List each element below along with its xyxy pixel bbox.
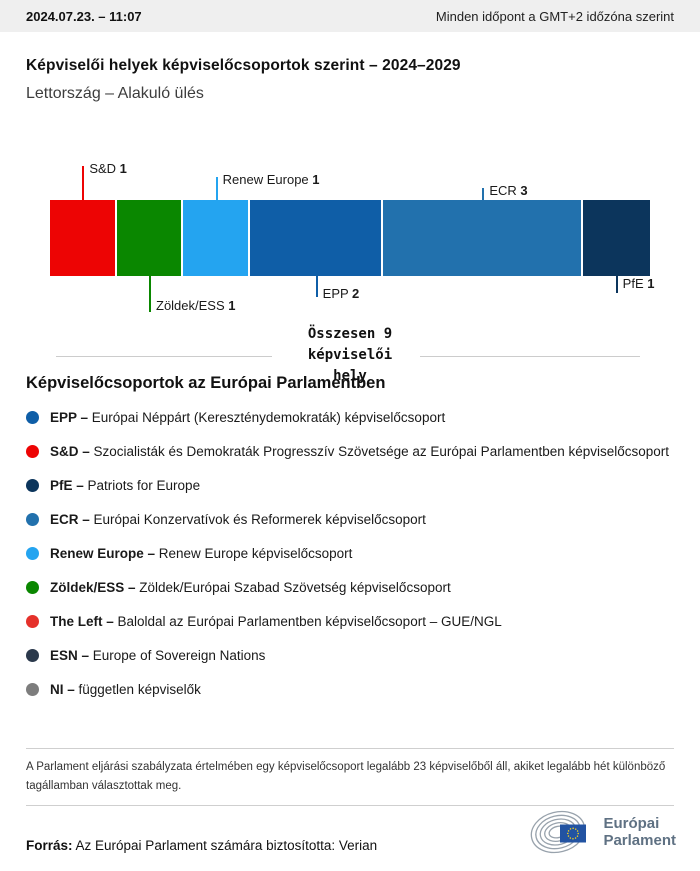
- callout-label-renew: Renew Europe 1: [222, 172, 320, 187]
- ep-logo-line1: Európai: [603, 815, 660, 832]
- ep-hemicycle-icon: [531, 810, 587, 854]
- group-color-dot-epp: [26, 411, 39, 424]
- footnote-divider: [26, 748, 674, 749]
- legend-item-text: PfE – Patriots for Europe: [50, 478, 201, 493]
- legend-item-greens: Zöldek/ESS – Zöldek/Európai Szabad Szöve…: [26, 578, 674, 598]
- ep-logo-text: Európai Parlament: [603, 815, 676, 849]
- bar-segment-pfe: [583, 200, 650, 276]
- bar-segment-sd: [50, 200, 115, 276]
- callout-label-ecr: ECR 3: [489, 183, 528, 198]
- callout-label-greens: Zöldek/ESS 1: [156, 298, 236, 313]
- page-subtitle: Lettország – Alakuló ülés: [26, 85, 204, 102]
- ep-logo-line2: Parlament: [603, 832, 676, 849]
- bar-segment-renew: [183, 200, 248, 276]
- bar-segment-greens: [116, 200, 182, 276]
- footnote-text: A Parlament eljárási szabályzata értelmé…: [26, 761, 666, 792]
- callout-tick-sd: [82, 166, 85, 200]
- legend-item-text: ECR – Európai Konzervatívok és Reformere…: [50, 512, 426, 527]
- legend-item-text: NI – független képviselők: [50, 682, 201, 697]
- callout-tick-renew: [215, 177, 218, 200]
- callout-tick-epp: [315, 276, 318, 297]
- group-color-dot-ecr: [26, 513, 39, 526]
- source-divider: [26, 805, 674, 806]
- source-label: Forrás:: [26, 838, 73, 853]
- legend-heading: Képviselőcsoportok az Európai Parlamentb…: [26, 374, 386, 392]
- group-color-dot-pfe: [26, 479, 39, 492]
- legend-item-ni: NI – független képviselők: [26, 680, 674, 700]
- callout-label-pfe: PfE 1: [622, 276, 655, 291]
- legend-item-renew: Renew Europe – Renew Europe képviselőcso…: [26, 544, 674, 564]
- group-color-dot-esn: [26, 649, 39, 662]
- total-divider-left: [56, 356, 272, 357]
- eu-flag-stars: [567, 827, 580, 840]
- group-color-dot-greens: [26, 581, 39, 594]
- bar-segment-epp: [250, 200, 382, 276]
- legend-item-sd: S&D – Szocialisták és Demokraták Progres…: [26, 442, 674, 462]
- legend-item-text: S&D – Szocialisták és Demokraták Progres…: [50, 444, 670, 459]
- callout-tick-ecr: [482, 188, 485, 200]
- legend-item-text: Zöldek/ESS – Zöldek/Európai Szabad Szöve…: [50, 580, 451, 595]
- page-title: Képviselői helyek képviselőcsoportok sze…: [26, 57, 461, 74]
- group-color-dot-ni: [26, 683, 39, 696]
- legend-item-left: The Left – Baloldal az Európai Parlament…: [26, 612, 674, 632]
- total-divider-right: [420, 356, 640, 357]
- source-line: Forrás: Az Európai Parlament számára biz…: [26, 838, 377, 853]
- callout-label-epp: EPP 2: [322, 286, 360, 301]
- legend-item-text: ESN – Europe of Sovereign Nations: [50, 648, 266, 663]
- legend-item-ecr: ECR – Európai Konzervatívok és Reformere…: [26, 510, 674, 530]
- datetime-label: 2024.07.23. – 11:07: [26, 8, 142, 24]
- legend-item-epp: EPP – Európai Néppárt (Kereszténydemokra…: [26, 408, 674, 428]
- callout-label-sd: S&D 1: [89, 161, 127, 176]
- total-seats-label: Összesen 9 képviselői hely: [307, 326, 393, 384]
- legend-item-pfe: PfE – Patriots for Europe: [26, 476, 674, 496]
- top-info-bar: 2024.07.23. – 11:07 Minden időpont a GMT…: [0, 0, 700, 32]
- group-color-dot-renew: [26, 547, 39, 560]
- source-text: Az Európai Parlament számára biztosított…: [72, 838, 378, 853]
- legend-list: EPP – Európai Néppárt (Kereszténydemokra…: [26, 408, 674, 714]
- group-color-dot-sd: [26, 445, 39, 458]
- bar-segment-ecr: [383, 200, 582, 276]
- timezone-note: Minden időpont a GMT+2 időzóna szerint: [435, 8, 674, 24]
- eu-flag: [560, 824, 587, 843]
- ep-logo: Európai Parlament: [529, 808, 676, 856]
- legend-item-text: EPP – Európai Néppárt (Kereszténydemokra…: [50, 410, 446, 425]
- legend-item-text: The Left – Baloldal az Európai Parlament…: [50, 614, 502, 629]
- callout-tick-pfe: [615, 276, 618, 293]
- group-color-dot-left: [26, 615, 39, 628]
- legend-item-text: Renew Europe – Renew Europe képviselőcso…: [50, 546, 353, 561]
- callout-tick-greens: [149, 276, 151, 312]
- legend-item-esn: ESN – Europe of Sovereign Nations: [26, 646, 674, 666]
